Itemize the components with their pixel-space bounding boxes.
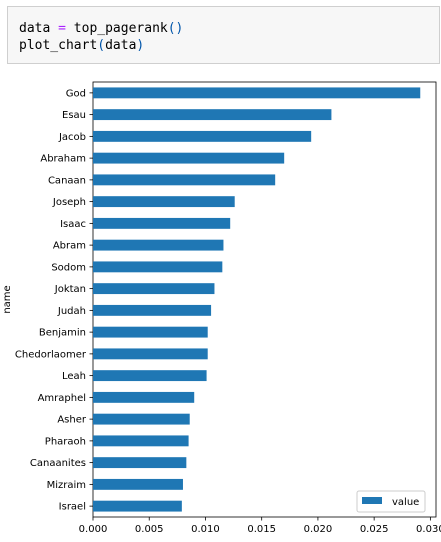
code-line-1: data = top_pagerank() (19, 21, 183, 37)
bar-sodom (93, 261, 223, 273)
x-tick-label: 0.020 (304, 524, 333, 535)
code-line-2: plot_chart(data) (19, 38, 144, 54)
code-open-paren: ( (97, 38, 106, 53)
bar-mizraim (93, 478, 183, 490)
x-tick-label: 0.030 (416, 524, 441, 535)
legend-swatch (362, 497, 382, 504)
bar-asher (93, 413, 190, 425)
bar-chedorlaomer (93, 348, 208, 360)
y-tick-label: Joseph (52, 197, 86, 208)
bar-canaanites (93, 457, 187, 469)
bar-canaan (93, 174, 276, 186)
y-tick-label: Chedorlaomer (15, 349, 87, 360)
y-tick-label: Sodom (51, 262, 86, 273)
bar-god (93, 87, 421, 99)
code-assign-operator: = (50, 21, 74, 36)
y-tick-label: Canaanites (30, 458, 86, 469)
bar-judah (93, 304, 212, 316)
y-tick-label: God (66, 88, 86, 99)
code-function-call: plot_chart (19, 38, 98, 53)
bar-amraphel (93, 391, 195, 403)
bars-group (93, 87, 421, 512)
code-cell[interactable]: data = top_pagerank() plot_chart(data) (7, 6, 440, 64)
bar-isaac (93, 217, 231, 229)
code-parens: () (167, 21, 184, 36)
legend-label: value (392, 497, 419, 508)
bar-jacob (93, 130, 312, 142)
bar-esau (93, 109, 332, 121)
x-tick-label: 0.015 (247, 524, 276, 535)
y-tick-label: Asher (57, 415, 87, 426)
y-tick-label: Esau (62, 110, 86, 121)
legend-box (356, 490, 426, 513)
code-var: data (19, 21, 51, 36)
bar-abraham (93, 152, 285, 164)
bar-pharaoh (93, 435, 189, 447)
bar-leah (93, 370, 207, 382)
y-tick-label: Judah (57, 306, 86, 317)
y-tick-label: Leah (62, 371, 86, 382)
bar-benjamin (93, 326, 208, 338)
y-tick-label: Canaan (48, 175, 86, 186)
y-tick-label: Abram (53, 241, 86, 252)
y-tick-label: Pharaoh (45, 436, 86, 447)
plot-area-frame (92, 81, 437, 518)
code-close-paren: ) (136, 38, 145, 53)
code-function-call: top_pagerank (73, 21, 168, 36)
y-tick-label: Israel (59, 502, 86, 513)
x-tick-label: 0.000 (79, 524, 108, 535)
y-tick-label: Isaac (60, 219, 86, 230)
y-tick-label: Jacob (58, 132, 86, 143)
x-tick-label: 0.005 (135, 524, 164, 535)
y-tick-label: Joktan (54, 284, 86, 295)
y-ticks-group: God Esau Jacob Abraham Canaan Joseph Isaac Abra… (15, 88, 93, 513)
bar-abram (93, 239, 224, 251)
x-tick-label: 0.010 (191, 524, 220, 535)
y-tick-label: Amraphel (38, 393, 86, 404)
legend: value (356, 490, 426, 513)
y-axis-label: name (2, 285, 13, 313)
code-arg: data (105, 38, 137, 53)
x-ticks-group: 0.000 0.005 0.010 0.015 0.020 0.025 0.030 (79, 517, 441, 535)
bar-joseph (93, 196, 235, 208)
bar-joktan (93, 283, 215, 295)
bar-israel (93, 500, 182, 512)
y-tick-label: Abraham (40, 154, 86, 165)
x-tick-label: 0.025 (360, 524, 389, 535)
y-tick-label: Benjamin (39, 328, 86, 339)
y-tick-label: Mizraim (47, 480, 86, 491)
